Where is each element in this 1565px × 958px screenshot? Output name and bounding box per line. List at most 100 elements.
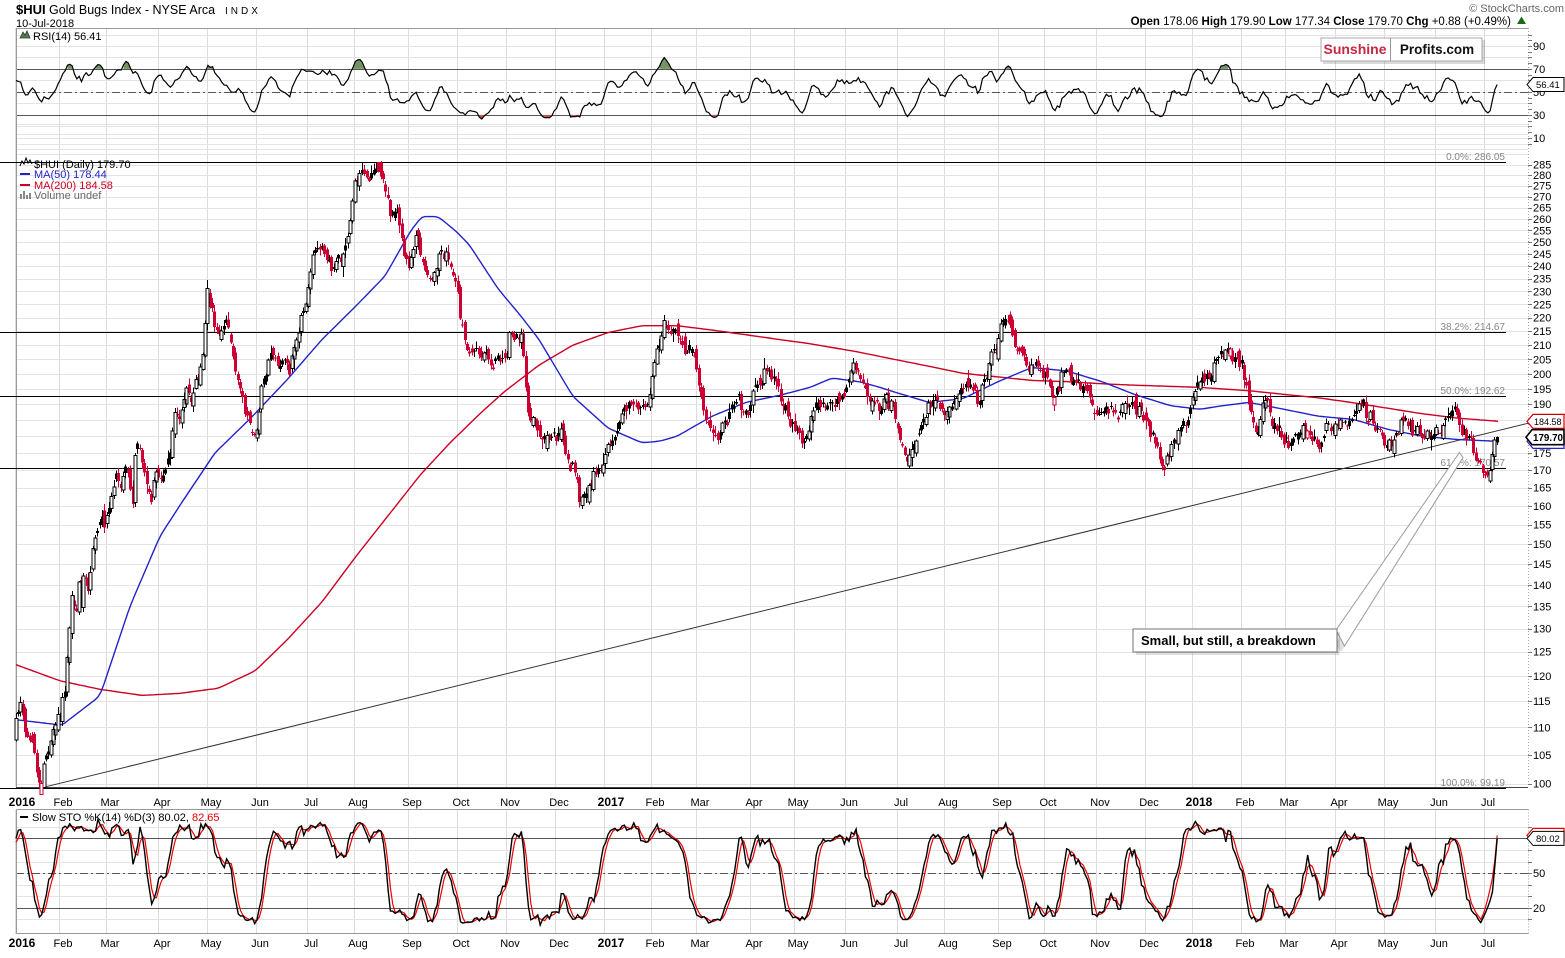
svg-text:Apr: Apr <box>1330 938 1347 950</box>
svg-text:Jul: Jul <box>894 938 908 950</box>
svg-text:Mar: Mar <box>1280 938 1299 950</box>
svg-text:2018: 2018 <box>1186 936 1213 950</box>
svg-text:175: 175 <box>1533 448 1551 460</box>
svg-text:May: May <box>1378 797 1399 809</box>
svg-text:Feb: Feb <box>54 938 73 950</box>
svg-text:Feb: Feb <box>54 797 73 809</box>
svg-text:120: 120 <box>1533 671 1551 683</box>
svg-text:Apr: Apr <box>153 938 170 950</box>
svg-text:Profits.com: Profits.com <box>1400 42 1474 57</box>
svg-text:Oct: Oct <box>452 938 469 950</box>
svg-text:165: 165 <box>1533 483 1551 495</box>
svg-text:240: 240 <box>1533 261 1551 273</box>
svg-text:205: 205 <box>1533 354 1551 366</box>
svg-text:245: 245 <box>1533 249 1551 261</box>
svg-text:2017: 2017 <box>598 795 625 809</box>
svg-text:Jun: Jun <box>251 797 269 809</box>
svg-text:80.02: 80.02 <box>1536 834 1560 845</box>
svg-text:May: May <box>201 938 222 950</box>
svg-text:Nov: Nov <box>1090 938 1110 950</box>
svg-text:280: 280 <box>1533 170 1551 182</box>
svg-text:Feb: Feb <box>646 938 665 950</box>
svg-text:255: 255 <box>1533 225 1551 237</box>
svg-text:Oct: Oct <box>1039 797 1056 809</box>
svg-text:Mar: Mar <box>691 938 710 950</box>
svg-text:Mar: Mar <box>1280 797 1299 809</box>
svg-text:Volume undef: Volume undef <box>34 190 102 202</box>
svg-text:RSI(14) 56.41: RSI(14) 56.41 <box>33 31 101 43</box>
svg-text:Jun: Jun <box>840 797 858 809</box>
svg-text:135: 135 <box>1533 601 1551 613</box>
svg-text:$HUI: $HUI <box>16 2 46 17</box>
svg-text:Nov: Nov <box>500 938 520 950</box>
svg-text:230: 230 <box>1533 286 1551 298</box>
svg-text:Apr: Apr <box>153 797 170 809</box>
svg-text:Slow STO %K(14) %D(3) 80.02, 8: Slow STO %K(14) %D(3) 80.02, 82.65 <box>32 812 220 824</box>
svg-text:Jun: Jun <box>1430 797 1448 809</box>
svg-text:105: 105 <box>1533 750 1551 762</box>
svg-text:200: 200 <box>1533 369 1551 381</box>
svg-text:50.0%: 192.62: 50.0%: 192.62 <box>1441 386 1506 397</box>
svg-text:May: May <box>201 797 222 809</box>
svg-text:235: 235 <box>1533 274 1551 286</box>
svg-text:130: 130 <box>1533 624 1551 636</box>
svg-text:May: May <box>1378 938 1399 950</box>
svg-text:110: 110 <box>1533 722 1551 734</box>
svg-text:215: 215 <box>1533 326 1551 338</box>
svg-text:2017: 2017 <box>598 936 625 950</box>
svg-text:20: 20 <box>1533 903 1545 915</box>
svg-text:Apr: Apr <box>1330 797 1347 809</box>
svg-text:© StockCharts.com: © StockCharts.com <box>1469 3 1564 15</box>
svg-text:Feb: Feb <box>1236 938 1255 950</box>
svg-text:260: 260 <box>1533 214 1551 226</box>
svg-text:Dec: Dec <box>549 797 569 809</box>
svg-text:Jul: Jul <box>894 797 908 809</box>
svg-text:38.2%: 214.67: 38.2%: 214.67 <box>1441 322 1506 333</box>
svg-text:Jul: Jul <box>1481 938 1495 950</box>
svg-text:Mar: Mar <box>691 797 710 809</box>
svg-text:May: May <box>788 797 809 809</box>
svg-text:190: 190 <box>1533 399 1551 411</box>
svg-text:Sep: Sep <box>992 938 1012 950</box>
svg-text:70: 70 <box>1533 64 1545 76</box>
svg-text:Dec: Dec <box>1139 938 1159 950</box>
svg-text:Jul: Jul <box>304 797 318 809</box>
svg-text:Jul: Jul <box>304 938 318 950</box>
svg-text:10: 10 <box>1533 133 1545 145</box>
svg-text:250: 250 <box>1533 237 1551 249</box>
svg-text:265: 265 <box>1533 203 1551 215</box>
svg-text:220: 220 <box>1533 313 1551 325</box>
svg-text:Jun: Jun <box>251 938 269 950</box>
svg-text:Mar: Mar <box>101 938 120 950</box>
svg-text:10-Jul-2018: 10-Jul-2018 <box>16 18 74 30</box>
svg-text:115: 115 <box>1533 696 1551 708</box>
svg-text:145: 145 <box>1533 559 1551 571</box>
svg-text:Small, but still, a breakdown: Small, but still, a breakdown <box>1141 633 1316 648</box>
svg-text:2018: 2018 <box>1186 795 1213 809</box>
svg-text:184.58: 184.58 <box>1534 417 1562 427</box>
svg-text:100.0%: 99.19: 100.0%: 99.19 <box>1441 778 1506 789</box>
svg-text:Aug: Aug <box>938 797 958 809</box>
svg-text:155: 155 <box>1533 520 1551 532</box>
svg-text:2016: 2016 <box>9 936 36 950</box>
svg-text:Sep: Sep <box>402 938 422 950</box>
svg-text:Open 178.06 High 179.90 Low 17: Open 178.06 High 179.90 Low 177.34 Close… <box>1131 16 1512 28</box>
svg-text:30: 30 <box>1533 110 1545 122</box>
svg-text:Feb: Feb <box>646 797 665 809</box>
svg-text:Aug: Aug <box>348 938 368 950</box>
svg-text:Jun: Jun <box>1430 938 1448 950</box>
svg-text:Oct: Oct <box>1039 938 1056 950</box>
svg-text:Gold Bugs Index - NYSE Arca: Gold Bugs Index - NYSE Arca <box>49 3 215 17</box>
svg-text:50: 50 <box>1533 868 1545 880</box>
svg-text:195: 195 <box>1533 384 1551 396</box>
svg-text:Apr: Apr <box>745 797 762 809</box>
svg-text:Sunshine: Sunshine <box>1323 41 1386 57</box>
svg-text:170: 170 <box>1533 465 1551 477</box>
svg-text:160: 160 <box>1533 501 1551 513</box>
svg-text:Sep: Sep <box>992 797 1012 809</box>
svg-text:179.70: 179.70 <box>1533 433 1564 444</box>
svg-text:Jun: Jun <box>840 938 858 950</box>
svg-text:Feb: Feb <box>1236 797 1255 809</box>
svg-text:Nov: Nov <box>1090 797 1110 809</box>
svg-text:150: 150 <box>1533 539 1551 551</box>
